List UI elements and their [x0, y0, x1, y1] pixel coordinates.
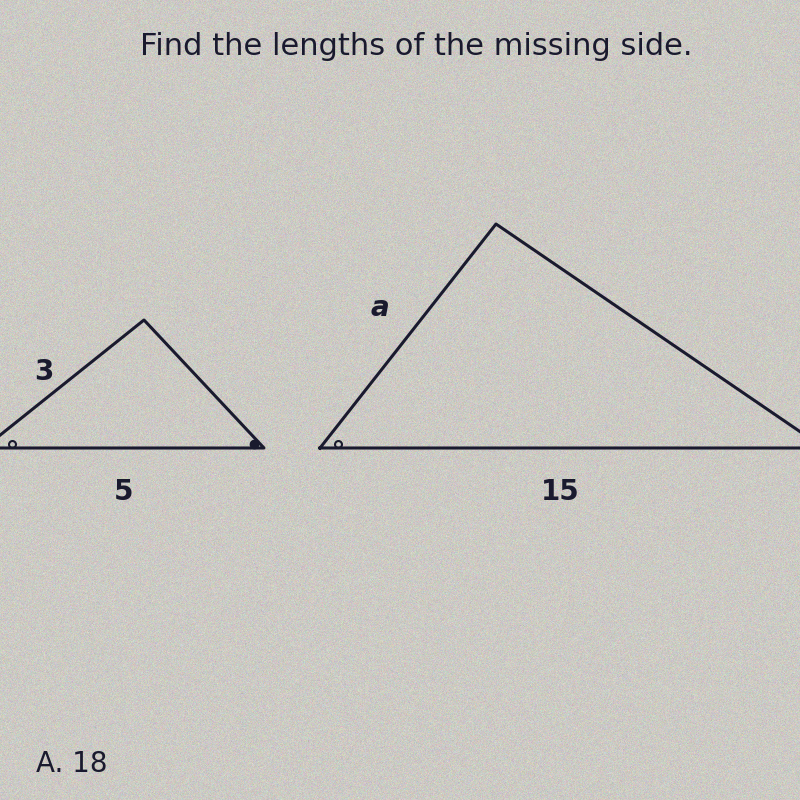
- Text: 3: 3: [34, 358, 54, 386]
- Text: Find the lengths of the missing side.: Find the lengths of the missing side.: [140, 32, 692, 61]
- Text: 5: 5: [114, 478, 134, 506]
- Text: a: a: [370, 294, 390, 322]
- Text: A. 18: A. 18: [36, 750, 108, 778]
- Text: 15: 15: [541, 478, 579, 506]
